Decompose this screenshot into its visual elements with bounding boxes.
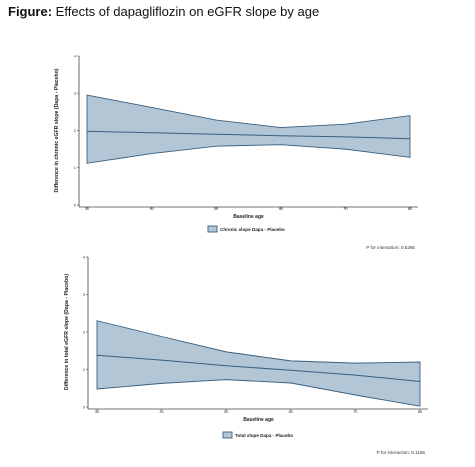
y-tick-label: 3 (74, 91, 77, 96)
legend-label: Chronic slope Dapa - Placebo (220, 227, 285, 232)
y-tick-label: 2 (83, 329, 86, 334)
figure-title-text: Effects of dapagliflozin on eGFR slope b… (52, 4, 320, 19)
y-tick-label: 1 (74, 165, 77, 170)
legend-swatch (222, 431, 233, 439)
legend-label: Total slope Dapa - Placebo (235, 433, 293, 438)
x-tick-label: 50 (214, 206, 219, 211)
x-tick-label: 80 (418, 409, 423, 414)
x-tick-label: 30 (95, 409, 100, 414)
x-axis-label: Baseline age (233, 214, 264, 220)
estimate-line (96, 354, 421, 382)
y-tick-label: 1 (83, 367, 86, 372)
x-axis-label: Baseline age (243, 417, 274, 423)
x-tick-label: 40 (159, 409, 164, 414)
y-tick-label: 4 (74, 53, 77, 58)
x-tick-label: 30 (85, 206, 90, 211)
x-tick-label: 70 (353, 409, 358, 414)
chronic-slope-chart: 0 1 2 3 4 30 40 50 60 70 80 Baseline age Difference … (54, 53, 418, 250)
figure-title: Figure: Effects of dapagliflozin on eGFR… (8, 4, 319, 19)
x-tick-label: 50 (224, 409, 229, 414)
y-tick-label: 0 (74, 202, 77, 207)
confidence-band (86, 94, 411, 164)
confidence-band (96, 320, 421, 407)
legend-swatch (207, 225, 218, 233)
x-tick-label: 60 (279, 206, 284, 211)
total-slope-chart: 0 1 2 3 4 30 40 50 60 70 80 Baseline age Difference … (64, 254, 428, 455)
y-axis-label: Difference in chronic eGFR slope (Dapa -… (54, 68, 60, 192)
p-interaction-label: P for interaction: 0.1165 (377, 450, 426, 455)
figure-title-bold: Figure: (8, 4, 53, 19)
y-tick-label: 4 (83, 254, 86, 259)
x-tick-label: 70 (343, 206, 348, 211)
x-tick-label: 40 (149, 206, 154, 211)
y-tick-label: 0 (83, 404, 86, 409)
estimate-line (86, 130, 411, 140)
y-tick-label: 3 (83, 292, 86, 297)
x-tick-label: 80 (408, 206, 413, 211)
p-interaction-label: P for interaction: 0.6265 (366, 245, 415, 250)
y-axis-label: Difference in total eGFR slope (Dapa - P… (64, 274, 70, 390)
y-tick-label: 2 (74, 128, 77, 133)
x-tick-label: 60 (289, 409, 294, 414)
